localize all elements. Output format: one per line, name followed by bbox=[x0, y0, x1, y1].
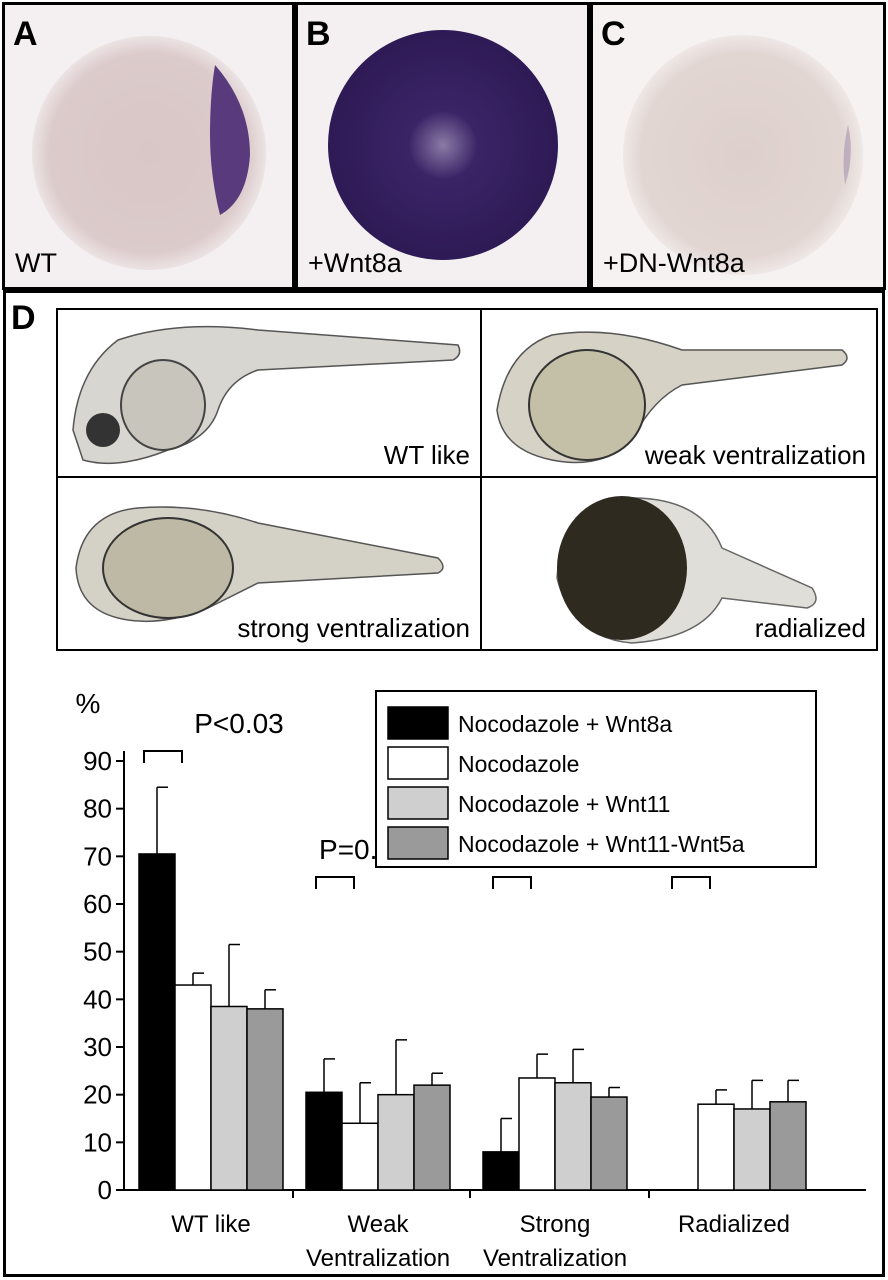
panel-c: C +DN-Wnt8a bbox=[590, 2, 886, 290]
panel-b-letter: B bbox=[306, 15, 331, 53]
bar bbox=[377, 1093, 415, 1191]
bar bbox=[769, 1101, 807, 1191]
embryo-wt-like-caption: WT like bbox=[383, 440, 470, 470]
bar bbox=[697, 1103, 735, 1191]
embryo-radialized: radialized bbox=[480, 476, 878, 651]
bar bbox=[174, 984, 212, 1191]
y-tick-label: 90 bbox=[83, 746, 112, 776]
x-tick-label: Weak bbox=[348, 1211, 410, 1238]
y-tick-label: 10 bbox=[83, 1127, 112, 1157]
x-tick-label: WT like bbox=[171, 1211, 251, 1238]
embryo-strong-caption: strong ventralization bbox=[237, 613, 470, 643]
p-value-annotation: P<0.03 bbox=[194, 708, 284, 739]
embryo-radialized-image bbox=[556, 496, 817, 644]
y-tick-label: 70 bbox=[83, 841, 112, 871]
embryo-strong-image bbox=[75, 506, 444, 623]
legend-swatch bbox=[387, 706, 449, 740]
significance-bracket bbox=[671, 876, 711, 889]
legend-swatch bbox=[387, 826, 449, 860]
panel-b-caption: +Wnt8a bbox=[308, 248, 402, 278]
bar bbox=[590, 1096, 628, 1191]
y-tick-label: 50 bbox=[83, 937, 112, 967]
embryo-wt-like-image bbox=[72, 325, 461, 465]
panel-b: B +Wnt8a bbox=[295, 2, 590, 290]
bar-chart: % 0 10 20 30 40 50 60 70 80 90 WT like Weak Ventraliz… bbox=[76, 688, 866, 1272]
embryo-radialized-caption: radialized bbox=[754, 613, 866, 643]
panel-c-caption: +DN-Wnt8a bbox=[603, 248, 745, 278]
bar bbox=[413, 1084, 451, 1191]
panel-d-letter: D bbox=[11, 299, 36, 337]
panel-a-caption: WT bbox=[15, 248, 57, 278]
x-tick-label: Ventralization bbox=[306, 1245, 450, 1272]
embryo-strong-ventralization: strong ventralization bbox=[56, 476, 482, 651]
panel-a-letter: A bbox=[13, 15, 38, 53]
bar bbox=[518, 1077, 556, 1191]
embryo-weak-image bbox=[496, 331, 848, 464]
bar bbox=[246, 1008, 284, 1191]
significance-bracket bbox=[315, 876, 355, 889]
bar bbox=[733, 1108, 771, 1191]
legend-swatch bbox=[387, 746, 449, 780]
panel-a: A WT bbox=[2, 2, 295, 290]
bar bbox=[482, 1151, 520, 1191]
legend-label: Nocodazole + Wnt11-Wnt5a bbox=[458, 831, 745, 857]
x-tick-label: Radialized bbox=[678, 1211, 790, 1238]
legend-label: Nocodazole bbox=[458, 751, 579, 777]
panel-d: D WT like weak ventralization strong ven… bbox=[3, 290, 885, 1277]
x-tick-label: Ventralization bbox=[483, 1245, 627, 1272]
legend-label: Nocodazole + Wnt11 bbox=[458, 791, 670, 817]
y-tick-label: 30 bbox=[83, 1032, 112, 1062]
legend-swatch bbox=[387, 786, 449, 820]
y-tick-label: 20 bbox=[83, 1080, 112, 1110]
bar bbox=[210, 1005, 248, 1191]
embryo-weak-caption: weak ventralization bbox=[644, 440, 866, 470]
panel-c-image bbox=[593, 5, 883, 287]
significance-bracket bbox=[143, 750, 183, 763]
panel-a-image bbox=[5, 5, 292, 287]
bar bbox=[305, 1091, 343, 1191]
bar bbox=[341, 1122, 379, 1191]
embryo-weak-ventralization: weak ventralization bbox=[480, 308, 878, 478]
panel-c-letter: C bbox=[601, 15, 626, 53]
embryo-wt-like: WT like bbox=[56, 308, 482, 478]
panel-b-image bbox=[298, 5, 587, 287]
bar bbox=[554, 1082, 592, 1191]
legend-box bbox=[375, 690, 817, 868]
y-tick-label: 60 bbox=[83, 889, 112, 919]
significance-bracket bbox=[492, 876, 532, 889]
y-axis-label: % bbox=[76, 688, 101, 719]
bar bbox=[138, 853, 176, 1191]
x-tick-label: Strong bbox=[520, 1211, 591, 1238]
y-tick-label: 80 bbox=[83, 794, 112, 824]
y-tick-label: 0 bbox=[98, 1175, 112, 1205]
y-tick-label: 40 bbox=[83, 984, 112, 1014]
legend-label: Nocodazole + Wnt8a bbox=[458, 711, 672, 737]
